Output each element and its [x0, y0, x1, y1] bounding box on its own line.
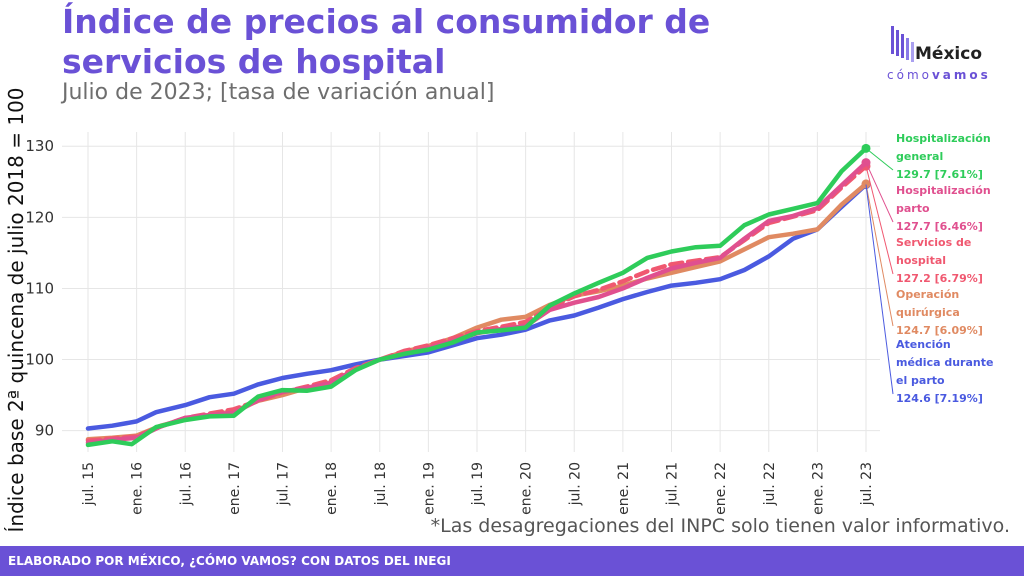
series-name: Atención médica durante el parto — [896, 338, 994, 387]
footer-text: ELABORADO POR MÉXICO, ¿CÓMO VAMOS? CON D… — [8, 554, 451, 568]
logo-bars-icon — [891, 26, 914, 62]
leader-line-1 — [865, 183, 894, 327]
series-line-4 — [85, 146, 869, 448]
series-name: Servicios de hospital — [896, 236, 972, 267]
leader-line-2 — [865, 166, 894, 275]
footer-bar: ELABORADO POR MÉXICO, ¿CÓMO VAMOS? CON D… — [0, 546, 1024, 576]
x-tick-label: ene. 22 — [713, 462, 729, 515]
x-tick-label: ene. 17 — [227, 462, 243, 515]
series-label-3: Hospitalización parto 127.7 [6.46%] — [896, 182, 1021, 236]
series-name: Operación quirúrgica — [896, 288, 960, 319]
series-value: 127.2 [6.79%] — [896, 272, 983, 285]
footnote: *Las desagregaciones del INPC solo tiene… — [430, 515, 1010, 537]
y-tick-label: 100 — [25, 351, 54, 369]
series-value: 127.7 [6.46%] — [896, 220, 983, 233]
series-label-0: Atención médica durante el parto 124.6 [7… — [896, 336, 996, 408]
x-tick-label: ene. 20 — [519, 462, 535, 515]
leader-line-0 — [865, 184, 894, 395]
x-tick-label: ene. 19 — [421, 462, 437, 515]
x-tick-label: ene. 18 — [324, 462, 340, 515]
x-tick-label: jul. 22 — [762, 462, 778, 506]
grid-lines — [62, 132, 880, 452]
line-chart: 90 100 110 120 130 jul. 15 ene. 16 jul. 16 ene.… — [25, 132, 894, 515]
series-name: Hospitalización parto — [896, 184, 991, 215]
x-tick-label: jul. 21 — [665, 462, 681, 506]
series-value: 129.7 [7.61%] — [896, 168, 983, 181]
series-label-2: Servicios de hospital 127.2 [6.79%] — [896, 234, 1021, 288]
chart-title: Índice de precios al consumidor de servi… — [62, 2, 711, 81]
series-line-0 — [85, 182, 869, 431]
series-label-1: Operación quirúrgica 124.7 [6.09%] — [896, 286, 1021, 340]
x-tick-label: jul. 15 — [81, 462, 97, 506]
x-tick-label: ene. 21 — [616, 462, 632, 515]
x-tick-label: jul. 19 — [470, 462, 486, 506]
y-tick-label: 120 — [25, 208, 54, 226]
x-tick-label: jul. 16 — [178, 462, 194, 506]
x-tick-label: ene. 16 — [130, 462, 146, 515]
series-value: 124.7 [6.09%] — [896, 324, 983, 337]
series-lines — [85, 143, 871, 448]
series-name: Hospitalización general — [896, 132, 991, 163]
x-tick-label: jul. 17 — [276, 462, 292, 506]
y-tick-label: 130 — [25, 137, 54, 155]
mexico-como-vamos-logo: México cómovamos — [885, 22, 1005, 86]
label-leader-lines — [865, 147, 894, 395]
leader-line-4 — [865, 147, 894, 171]
chart-subtitle: Julio de 2023; [tasa de variación anual] — [62, 80, 495, 105]
leader-line-3 — [865, 162, 894, 223]
logo-subtext: cómovamos — [887, 68, 991, 82]
x-tick-label: jul. 23 — [859, 462, 875, 506]
x-tick-label: jul. 20 — [567, 462, 583, 506]
logo-word: México — [915, 44, 982, 64]
y-tick-label: 110 — [25, 279, 54, 297]
series-value: 124.6 [7.19%] — [896, 392, 983, 405]
x-tick-label: ene. 23 — [810, 462, 826, 515]
y-tick-labels: 90 100 110 120 130 — [25, 137, 54, 439]
x-tick-labels: jul. 15 ene. 16 jul. 16 ene. 17 jul. 17 ene. … — [81, 462, 875, 515]
series-label-4: Hospitalización general 129.7 [7.61%] — [896, 130, 1021, 184]
x-tick-label: jul. 18 — [373, 462, 389, 506]
y-tick-label: 90 — [35, 422, 54, 440]
